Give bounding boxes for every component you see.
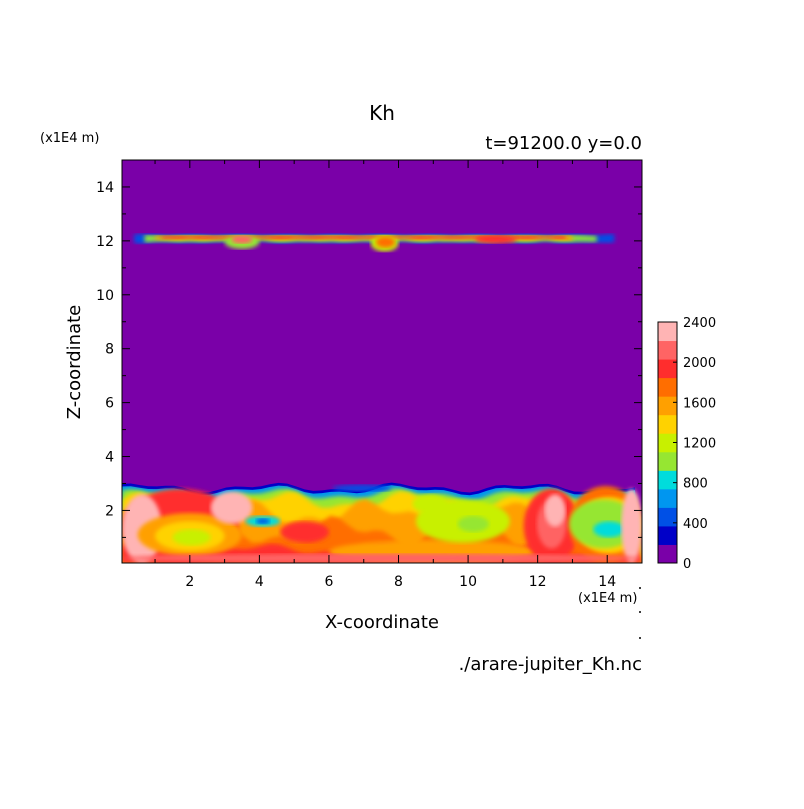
unit-marker-dot — [639, 637, 641, 639]
x-tick-label: 10 — [459, 574, 477, 590]
contour-field — [122, 160, 642, 563]
colorbar-label: 2400 — [683, 316, 716, 331]
eddy-x10-core — [457, 515, 489, 532]
y-tick-label: 12 — [96, 234, 114, 250]
colorbar-swatch — [658, 433, 677, 453]
colorbar-label: 400 — [683, 517, 708, 532]
x-axis-label: X-coordinate — [325, 612, 439, 633]
colorbar-label: 800 — [683, 477, 708, 492]
colorbar-label: 2000 — [683, 356, 716, 371]
colorbar-swatch — [658, 451, 677, 471]
y-tick-label: 8 — [105, 342, 114, 358]
eddy-x14-core — [593, 521, 625, 538]
x-tick-label: 12 — [529, 574, 547, 590]
x-tick-label: 14 — [598, 574, 616, 590]
colorbar-swatch — [658, 340, 677, 360]
x-tick-label: 4 — [255, 574, 264, 590]
mid-red-patch — [280, 521, 329, 543]
y-tick-label: 2 — [105, 503, 114, 519]
plot-frame — [121, 159, 643, 564]
colorbar-swatch — [658, 322, 677, 342]
colorbar-swatch — [658, 414, 677, 434]
colorbar-swatch — [658, 488, 677, 508]
y-axis-label: Z-coordinate — [64, 305, 85, 420]
upper-plume-3.5-core — [231, 235, 253, 244]
upper-red-right — [475, 235, 517, 244]
colorbar-swatch — [658, 396, 677, 416]
y-tick-label: 14 — [96, 180, 114, 196]
eddy-x9-green — [412, 494, 448, 514]
x-tick-label: 8 — [394, 574, 403, 590]
colorbar-swatch — [658, 359, 677, 379]
colorbar-swatch — [658, 470, 677, 490]
colorbar-label: 1200 — [683, 437, 716, 452]
colorbar: 0 400 800 1200 1600 2000 2400 — [657, 316, 716, 572]
y-tick-label: 10 — [96, 288, 114, 304]
unit-marker-dot — [639, 611, 641, 613]
eddy-x4-core — [255, 518, 270, 524]
right-edge-pink — [621, 488, 642, 563]
colorbar-swatch — [658, 377, 677, 397]
left-filament-pink — [210, 491, 253, 524]
colorbar-label: 0 — [683, 557, 691, 572]
chart-subtitle: t=91200.0 y=0.0 — [485, 133, 642, 154]
upper-band-2000 — [162, 235, 566, 240]
upper-plume-7.6-core — [375, 236, 396, 248]
colorbar-swatch — [658, 525, 677, 545]
plot-axes: 2 4 6 8 10 12 14 2 4 6 8 10 12 14 — [96, 159, 643, 639]
y-unit-label: (x1E4 m) — [40, 131, 99, 146]
y-tick-label: 6 — [105, 396, 114, 412]
detached-blob — [332, 484, 392, 492]
chart-title: Kh — [369, 101, 395, 125]
colorbar-swatch — [658, 544, 677, 564]
colorbar-label: 1600 — [683, 396, 716, 411]
eddy-left-core — [172, 529, 211, 546]
y-tick-label: 4 — [105, 450, 114, 466]
colorbar-swatch — [658, 507, 677, 527]
surface-hot-band — [122, 553, 642, 563]
source-file-label: ./arare-jupiter_Kh.nc — [459, 654, 642, 675]
hot-filament-pink — [544, 494, 566, 527]
x-tick-label: 6 — [324, 574, 333, 590]
unit-marker-dot — [639, 587, 641, 589]
x-unit-label: (x1E4 m) — [578, 591, 637, 606]
x-tick-label: 2 — [185, 574, 194, 590]
